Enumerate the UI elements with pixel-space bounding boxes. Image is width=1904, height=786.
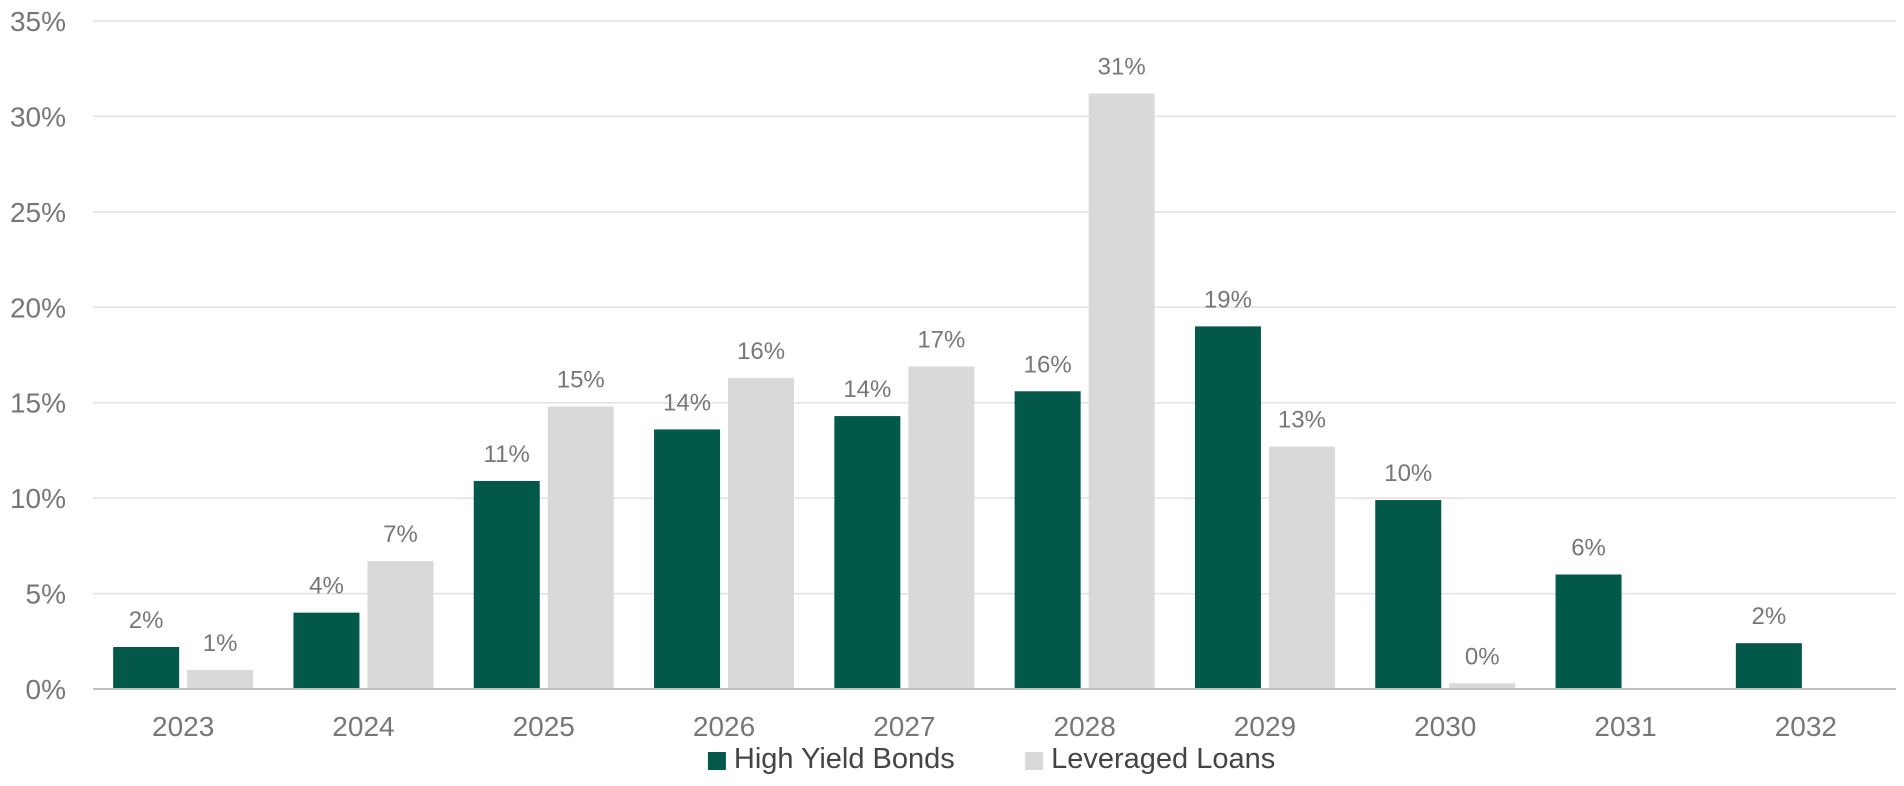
data-label: 2% (1752, 603, 1787, 630)
data-label: 7% (383, 521, 418, 548)
bar-leveraged-loans (1268, 446, 1335, 689)
bar-leveraged-loans (728, 377, 795, 689)
x-tick-label: 2031 (1594, 711, 1656, 742)
data-label: 17% (917, 326, 965, 353)
bar-high-yield-bonds (654, 429, 721, 689)
data-label: 16% (737, 338, 785, 365)
bar-high-yield-bonds (473, 480, 540, 689)
bar-leveraged-loans (547, 406, 614, 689)
bar-leveraged-loans (1449, 683, 1516, 689)
y-tick-label: 0% (26, 674, 66, 705)
bar-high-yield-bonds (834, 416, 901, 689)
x-tick-label: 2028 (1054, 711, 1116, 742)
bar-high-yield-bonds (1375, 500, 1442, 689)
bars (113, 93, 1802, 690)
data-label: 14% (663, 389, 711, 416)
data-label: 31% (1098, 54, 1146, 81)
legend-item-leveraged-loans: Leveraged Loans (1025, 743, 1275, 775)
y-tick-label: 30% (10, 101, 66, 132)
x-tick-label: 2023 (152, 711, 214, 742)
bar-high-yield-bonds (1194, 326, 1261, 689)
legend-item-high-yield-bonds: High Yield Bonds (707, 743, 955, 775)
bar-high-yield-bonds (1555, 574, 1622, 689)
bar-high-yield-bonds (113, 647, 180, 689)
data-label: 13% (1278, 407, 1326, 434)
y-tick-label: 5% (26, 579, 66, 610)
data-labels: 2% 1% 4% 7% 11% 15% 14% 16% 14% 17% 16% 31% 19% 13% 10… (129, 54, 1786, 671)
x-tick-label: 2025 (513, 711, 575, 742)
x-tick-label: 2027 (873, 711, 935, 742)
x-tick-label: 2024 (332, 711, 394, 742)
bar-high-yield-bonds (1014, 391, 1081, 689)
data-label: 11% (484, 441, 530, 468)
y-tick-label: 35% (10, 6, 66, 37)
axes: 0% 5% 10% 15% 20% 25% 30% 35% 2023 2024 2025 2026 20… (10, 6, 1896, 742)
legend-swatch (707, 752, 726, 770)
data-label: 16% (1024, 351, 1072, 378)
data-label: 2% (129, 607, 164, 634)
legend-swatch (1025, 752, 1044, 770)
y-tick-label: 10% (10, 483, 66, 514)
y-tick-label: 15% (10, 388, 66, 419)
gridlines (93, 20, 1896, 595)
legend: High Yield Bonds Leveraged Loans (707, 743, 1275, 775)
x-tick-label: 2030 (1414, 711, 1476, 742)
data-label: 4% (309, 573, 344, 600)
data-label: 19% (1204, 286, 1252, 313)
legend-label: Leveraged Loans (1051, 743, 1275, 775)
legend-label: High Yield Bonds (734, 743, 955, 775)
y-tick-label: 20% (10, 292, 66, 323)
y-tick-label: 25% (10, 197, 66, 228)
data-label: 6% (1571, 534, 1606, 561)
x-tick-label: 2026 (693, 711, 755, 742)
x-tick-label: 2029 (1234, 711, 1296, 742)
x-tick-label: 2032 (1775, 711, 1837, 742)
data-label: 15% (557, 367, 605, 394)
data-label: 1% (203, 630, 238, 657)
data-label: 14% (843, 376, 891, 403)
bar-leveraged-loans (1088, 93, 1155, 690)
bar-leveraged-loans (908, 366, 975, 689)
data-label: 0% (1465, 643, 1500, 670)
bar-high-yield-bonds (293, 612, 360, 689)
bar-leveraged-loans (367, 561, 434, 689)
bar-high-yield-bonds (1735, 643, 1802, 689)
bar-leveraged-loans (187, 669, 254, 689)
data-label: 10% (1384, 460, 1432, 487)
